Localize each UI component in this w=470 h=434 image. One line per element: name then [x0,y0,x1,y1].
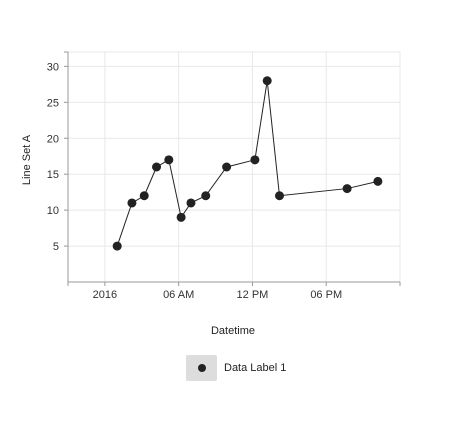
data-point[interactable] [373,176,383,186]
axes [64,51,401,286]
data-point[interactable] [262,76,272,86]
y-axis-ticks: 5 10 15 20 25 30 [47,61,68,253]
data-point[interactable] [222,162,232,172]
x-tick-label: 06 PM [310,289,342,301]
data-point[interactable] [274,191,284,201]
series-line [116,80,378,247]
data-point[interactable] [139,191,149,201]
y-tick-label: 5 [53,241,59,253]
data-point[interactable] [112,241,122,251]
y-tick-label: 15 [47,169,59,181]
x-axis-title: Datetime [211,325,255,337]
y-tick-label: 10 [47,205,59,217]
data-point[interactable] [186,198,196,208]
legend: Data Label 1 [186,355,286,381]
legend-marker-icon [197,364,206,372]
series-data-label-1 [112,76,383,251]
y-tick-label: 30 [47,61,59,73]
data-point[interactable] [176,212,186,222]
x-tick-label: 12 PM [237,289,269,301]
x-tick-label: 2016 [93,289,117,301]
x-axis-ticks: 2016 06 AM 12 PM 06 PM [93,282,342,301]
y-axis-title: Line Set A [21,134,33,185]
data-point[interactable] [201,191,211,201]
legend-toggle-data-label-1[interactable] [186,355,217,381]
data-point[interactable] [342,184,352,194]
legend-label: Data Label 1 [224,362,287,374]
y-tick-label: 25 [47,97,59,109]
data-point[interactable] [152,162,162,172]
data-point[interactable] [164,155,174,165]
data-point[interactable] [250,155,260,165]
data-point[interactable] [127,198,137,208]
y-tick-label: 20 [47,133,59,145]
x-tick-label: 06 AM [163,289,194,301]
